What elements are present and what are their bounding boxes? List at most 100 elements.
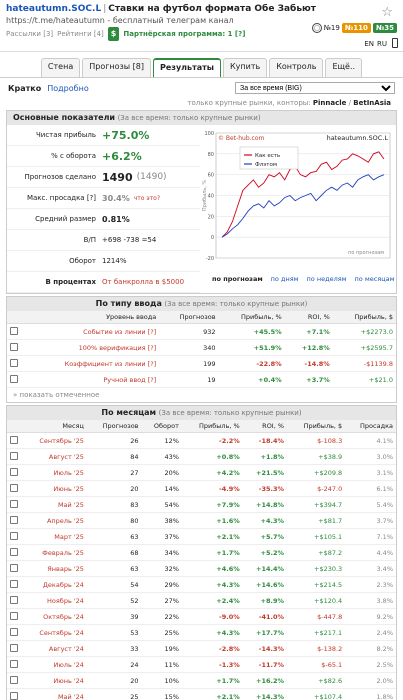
month-profit: +1.7% [181, 544, 243, 561]
row-checkbox[interactable] [10, 467, 18, 476]
month-turnover: 37% [141, 528, 182, 545]
month-count: 24 [86, 656, 142, 673]
percent-value: От банкролла в $5000 [102, 278, 185, 286]
month-name[interactable]: Сентябрь '25 [21, 432, 87, 449]
row-checkbox[interactable] [10, 675, 18, 684]
month-profit: -2.8% [181, 640, 243, 657]
month-name[interactable]: Сентябрь '24 [21, 624, 87, 641]
table-row: 100% верификация [?] 340 +51.9% +12.8% +$259… [7, 339, 396, 356]
row-checkbox[interactable] [10, 342, 18, 351]
type-count: 199 [159, 355, 219, 372]
col-header: Прогнозов [86, 420, 142, 433]
chart-link[interactable]: по неделям [306, 275, 347, 283]
tab-item[interactable]: Результаты [153, 58, 221, 77]
tab-item[interactable]: Контроль [269, 58, 324, 77]
month-roi: +5.2% [242, 544, 288, 561]
col-header: Прибыль, % [218, 311, 285, 324]
row-checkbox[interactable] [10, 358, 18, 367]
tab-item[interactable]: Ещё.. [325, 58, 363, 77]
month-profit: +1.7% [181, 672, 243, 689]
row-checkbox[interactable] [10, 643, 18, 652]
site-link[interactable]: hateautumn.SOC.L [6, 4, 102, 14]
channel-url[interactable]: https://t.me/hateautumn - бесплатный тел… [6, 16, 234, 25]
month-name[interactable]: Июль '24 [21, 656, 87, 673]
row-checkbox[interactable] [10, 595, 18, 604]
stat-value: 1214% [102, 257, 127, 265]
y-tick: 100 [204, 131, 214, 137]
month-name[interactable]: Июнь '25 [21, 480, 87, 497]
rank-badge-orange: №110 [341, 23, 371, 33]
dollar-badge[interactable]: $ [107, 27, 120, 41]
month-name[interactable]: Июль '25 [21, 464, 87, 481]
row-checkbox[interactable] [10, 435, 18, 444]
percent-label: В процентах [45, 278, 97, 286]
month-name[interactable]: Февраль '25 [21, 544, 87, 561]
month-roi: +14.8% [242, 496, 288, 513]
basic-subtitle: (За все время: только крупные рынки) [117, 114, 261, 122]
month-drawdown: 3.7% [345, 512, 396, 529]
flag-ru-icon[interactable]: RU [377, 40, 387, 48]
row-checkbox[interactable] [10, 627, 18, 636]
stat-extra[interactable]: что это? [133, 194, 161, 202]
month-usd: +$38.9 [287, 448, 346, 465]
subs-link[interactable]: Рассылки [3] [6, 30, 54, 38]
month-name[interactable]: Август '25 [21, 448, 87, 465]
month-roi: -41.0% [242, 608, 288, 625]
row-checkbox[interactable] [10, 483, 18, 492]
type-roi: +7.1% [284, 323, 333, 340]
month-count: 33 [86, 640, 142, 657]
month-name[interactable]: Июнь '24 [21, 672, 87, 689]
period-select[interactable]: За все время (BIG) [235, 82, 395, 94]
month-table: Месяц Прогнозов Оборот Прибыль, % ROI, % Приб… [7, 420, 396, 700]
month-name[interactable]: Декабрь '24 [21, 576, 87, 593]
month-name[interactable]: Август '24 [21, 640, 87, 657]
type-profit: -22.8% [218, 355, 285, 372]
month-name[interactable]: Май '24 [21, 688, 87, 700]
tab-short[interactable]: Кратко [8, 83, 42, 93]
month-count: 20 [86, 480, 142, 497]
row-checkbox[interactable] [10, 451, 18, 460]
phone-icon[interactable] [392, 38, 398, 48]
month-name[interactable]: Октябрь '24 [21, 608, 87, 625]
tab-item[interactable]: Прогнозы [8] [82, 58, 151, 77]
month-roi: -18.4% [242, 432, 288, 449]
stat-label: Чистая прибыль [35, 131, 96, 139]
tab-detail[interactable]: Подробно [47, 83, 89, 93]
main-tabs: Стена Прогнозы [8] Результаты Купить Контрол… [0, 54, 403, 78]
chart-link[interactable]: по прогнозам [212, 275, 263, 283]
month-name[interactable]: Ноябрь '24 [21, 592, 87, 609]
tab-item[interactable]: Купить [222, 58, 268, 77]
row-checkbox[interactable] [10, 659, 18, 668]
stat-label: В/П [83, 236, 96, 244]
month-name[interactable]: Май '25 [21, 496, 87, 513]
row-checkbox[interactable] [10, 326, 18, 335]
row-checkbox[interactable] [10, 515, 18, 524]
type-table: Уровень ввода Прогнозов Прибыль, % ROI, % Пр… [7, 311, 396, 388]
month-drawdown: 4.1% [345, 432, 396, 449]
row-checkbox[interactable] [10, 531, 18, 540]
month-panel: По месяцам (За все время: только крупные… [6, 405, 397, 700]
tab-item[interactable]: Стена [40, 58, 81, 77]
month-name[interactable]: Январь '25 [21, 560, 87, 577]
show-marked-link[interactable]: » показать отмеченное [13, 391, 100, 399]
row-checkbox[interactable] [10, 691, 18, 700]
row-checkbox[interactable] [10, 563, 18, 572]
stat-value: +6.2% [102, 149, 142, 163]
legend-box [239, 146, 299, 170]
month-name[interactable]: Март '25 [21, 528, 87, 545]
row-checkbox[interactable] [10, 374, 18, 383]
row-checkbox[interactable] [10, 547, 18, 556]
flag-uk-icon[interactable]: EN [364, 40, 374, 48]
row-checkbox[interactable] [10, 579, 18, 588]
row-checkbox[interactable] [10, 611, 18, 620]
chart-link[interactable]: по дням [270, 275, 299, 283]
type-name: Коэффициент из линии [?] [21, 355, 160, 372]
star-icon[interactable]: ☆ [381, 5, 393, 20]
ratings-link[interactable]: Рейтинги [4] [57, 30, 104, 38]
row-checkbox[interactable] [10, 499, 18, 508]
separator: | [103, 4, 107, 14]
chart-link[interactable]: по месяцам [354, 275, 395, 283]
stat-extra: (1490) [136, 172, 167, 182]
partner-link[interactable]: Партнёрская программа: 1 [?] [123, 30, 246, 38]
month-name[interactable]: Апрель '25 [21, 512, 87, 529]
